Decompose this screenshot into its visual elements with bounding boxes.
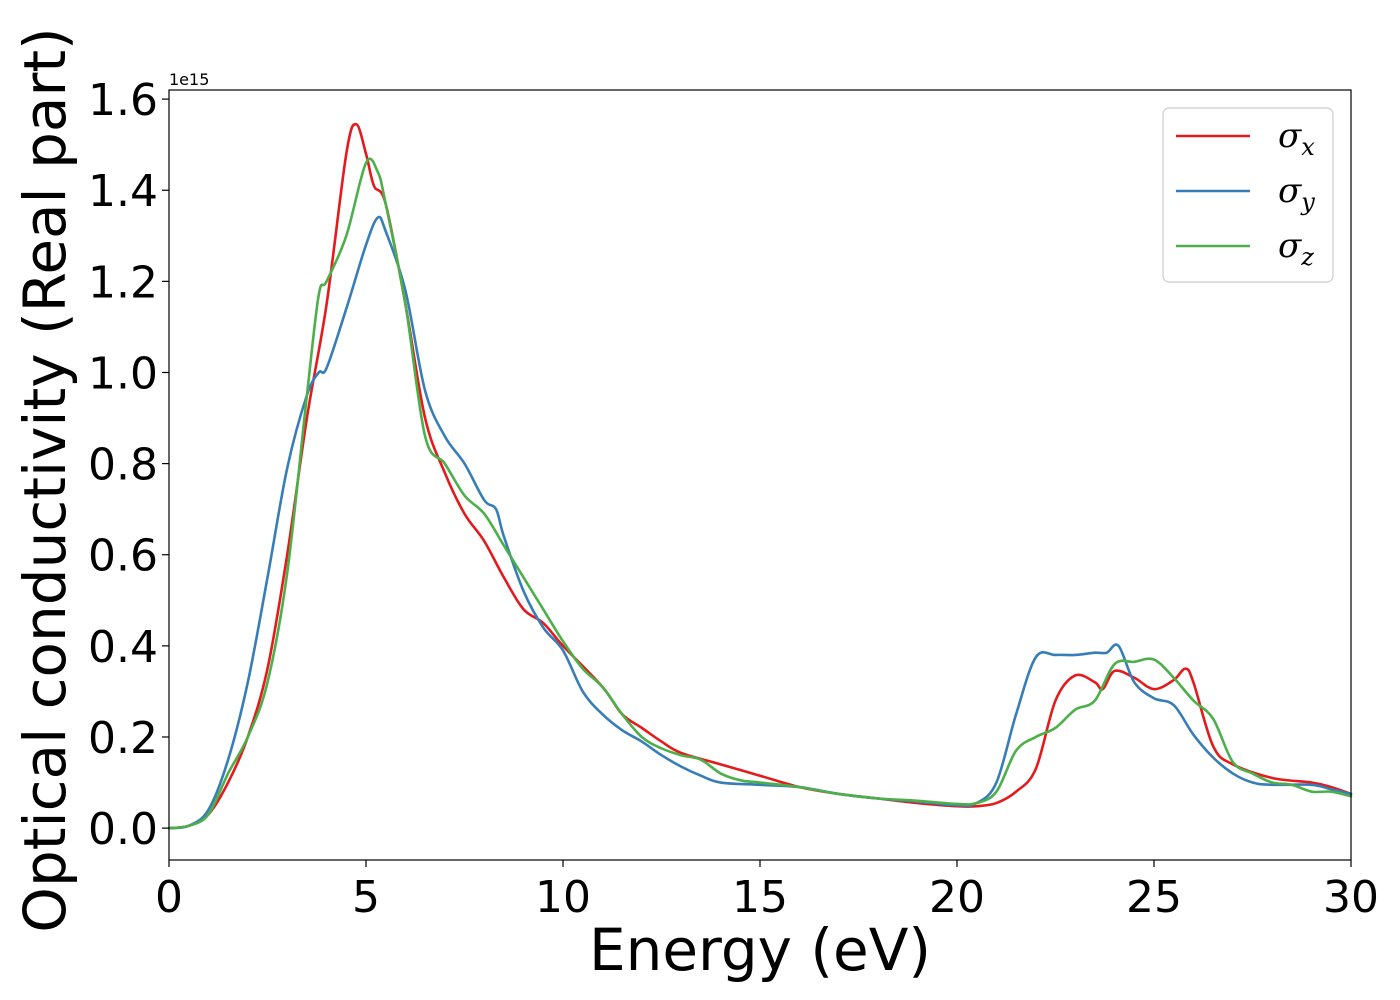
series-line-y xyxy=(167,215,1353,830)
y-tick-label: 0.0 xyxy=(88,804,158,855)
x-tick-label: 15 xyxy=(732,872,788,923)
series-line-x xyxy=(167,122,1353,830)
y-tick-label: 0.6 xyxy=(88,531,158,582)
legend: σx σy σz xyxy=(1162,107,1334,283)
legend-label-z: σz xyxy=(1278,226,1314,271)
legend-frame xyxy=(1162,107,1334,283)
x-axis-title: Energy (eV) xyxy=(589,916,931,984)
y-tick-label: 1.6 xyxy=(88,75,158,126)
y-tick-label: 1.0 xyxy=(88,348,158,399)
y-tick-label: 1.4 xyxy=(88,166,158,217)
x-tick-label: 25 xyxy=(1126,872,1182,923)
y-offset-label: 1e15 xyxy=(169,70,209,89)
x-tick-label: 30 xyxy=(1323,872,1379,923)
series-line-z xyxy=(167,157,1353,830)
x-tick-label: 5 xyxy=(352,872,380,923)
legend-label-x: σx xyxy=(1278,116,1315,161)
y-tick-label: 1.2 xyxy=(88,257,158,308)
y-tick-label: 0.2 xyxy=(88,713,158,764)
x-tick-label: 20 xyxy=(929,872,985,923)
x-tick-label: 0 xyxy=(155,872,183,923)
legend-label-y: σy xyxy=(1278,171,1315,216)
y-tick-label: 0.4 xyxy=(88,622,158,673)
x-tick-label: 10 xyxy=(535,872,591,923)
y-axis-title: Optical conductivity (Real part) xyxy=(11,27,79,932)
y-tick-label: 0.8 xyxy=(88,440,158,491)
